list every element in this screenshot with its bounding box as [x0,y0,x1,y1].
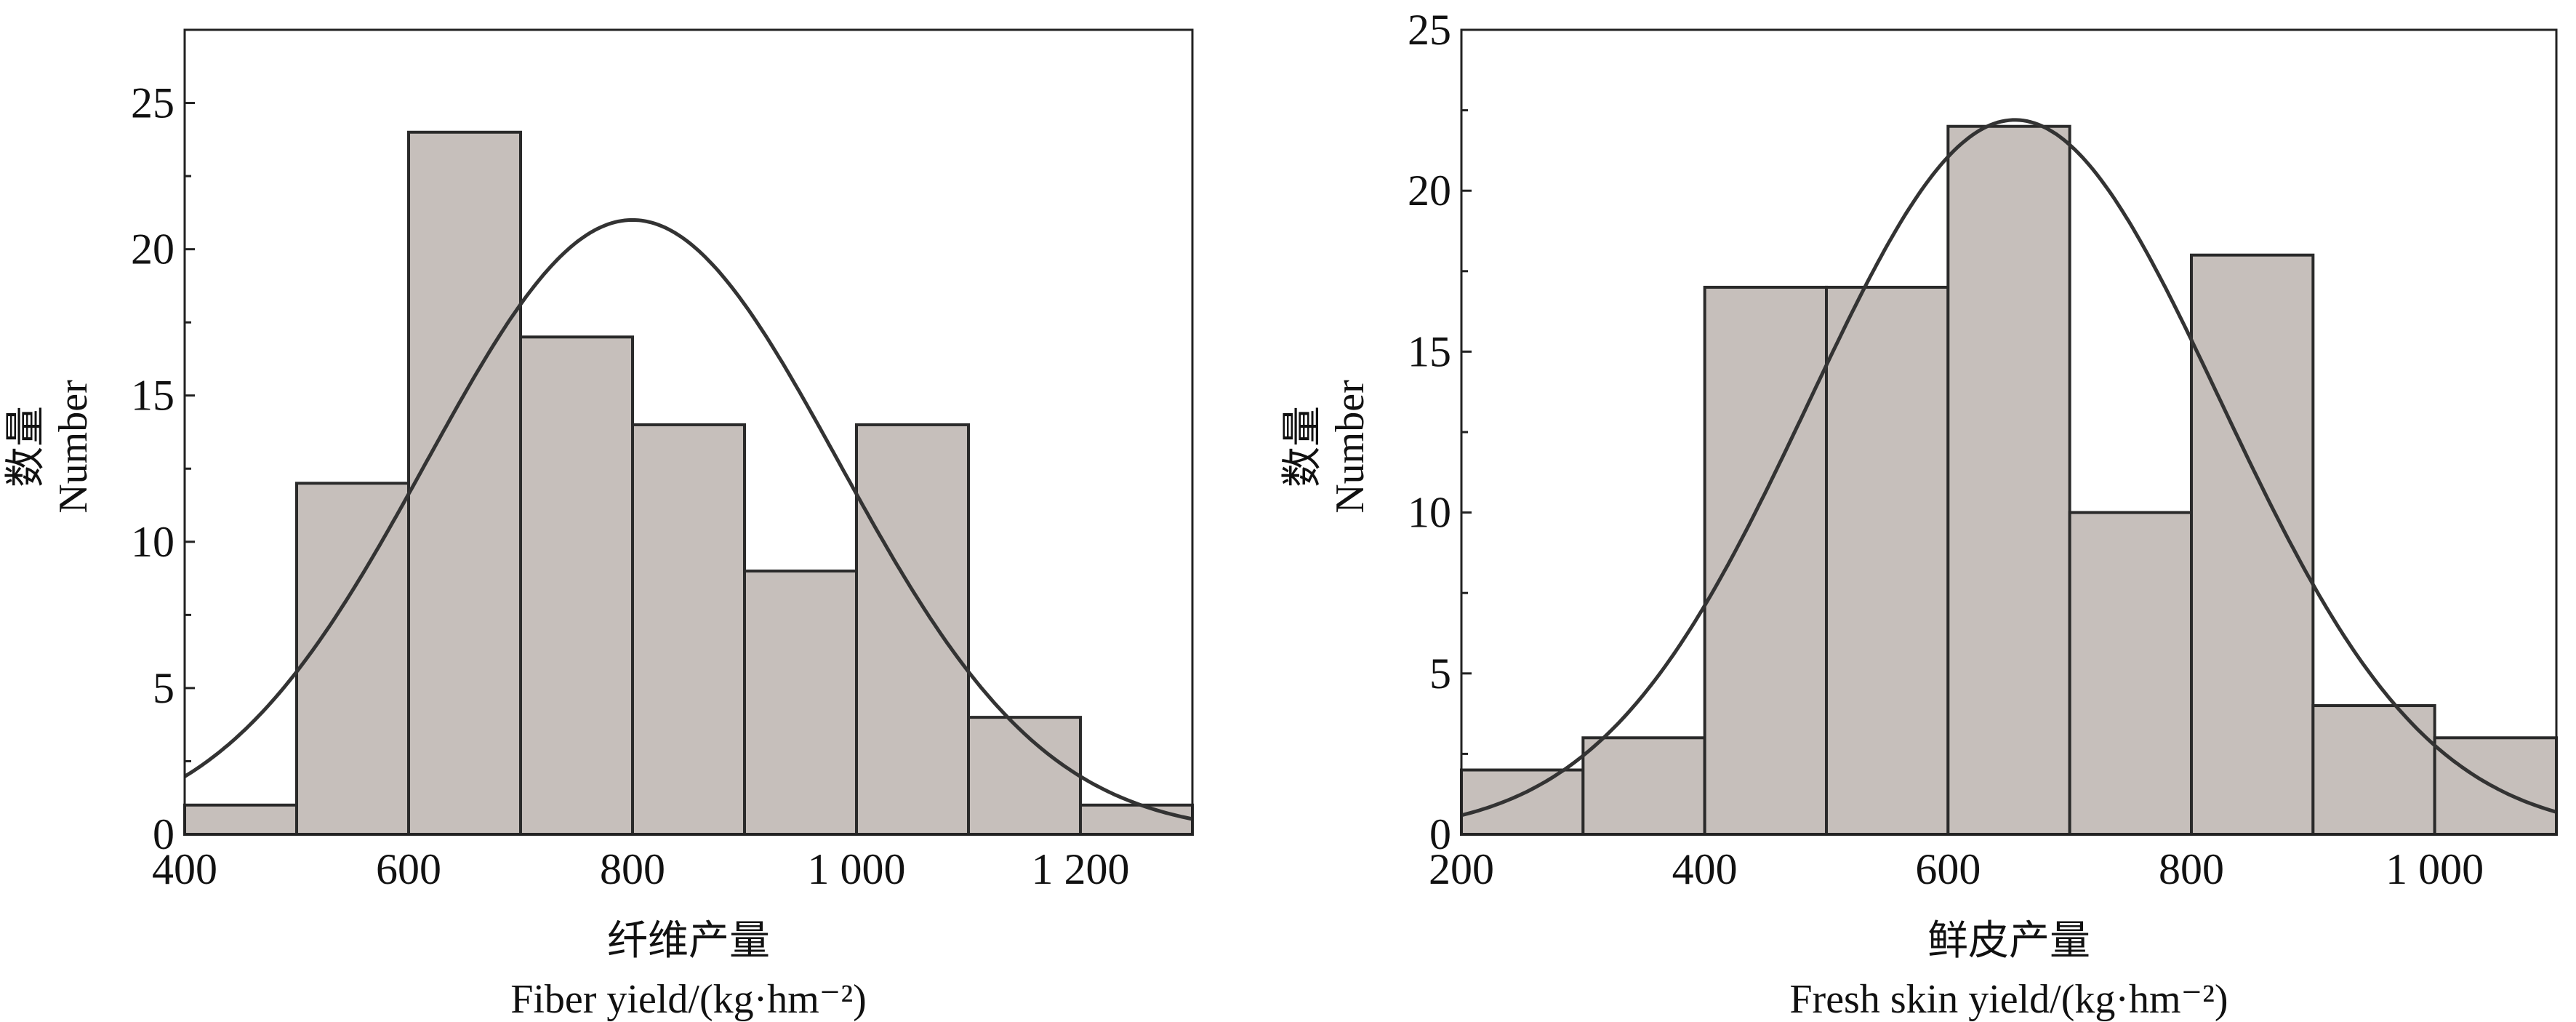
y-tick-label: 15 [131,372,174,420]
x-tick-label: 800 [2159,845,2224,893]
histogram-bar [1703,285,1829,837]
histogram-bar [855,423,970,836]
histogram-bar [967,716,1082,836]
chart-fiber-yield: 0 5 10 15 20 25 400 600 800 1 000 1 200 纤维产量 Fiber y… [4,28,1194,1022]
x-tick-label: 600 [1915,845,1981,893]
y-tick-label: 20 [1408,167,1451,215]
histogram-bar [2311,704,2436,836]
y-axis-label-cn: 数量 [1280,406,1325,487]
x-tick-label: 400 [152,845,217,893]
x-tick-label: 200 [1429,845,1494,893]
histogram-bar [295,482,410,837]
histogram-bar [631,423,746,836]
x-tick-label: 1 000 [2386,845,2484,893]
y-tick-label: 10 [131,518,174,566]
x-axis-label: Fiber yield/(kg·hm⁻²) [510,977,867,1022]
histogram-bar [2068,511,2194,836]
x-axis-label-cn: 纤维产量 [607,919,770,964]
histogram-bar [743,570,858,836]
normal-curve [1461,118,2557,818]
histogram-bar [519,335,634,837]
histogram-bar [1946,124,2071,837]
x-axis-label-cn: 鲜皮产量 [1927,919,2090,964]
y-axis-label: Number [51,380,96,514]
histogram-bar [407,130,522,837]
y-tick-label: 0 [153,810,174,858]
chart-fresh-skin-yield: 0 5 10 15 20 25 200 400 600 800 1 000 鲜皮产量 Fresh ski… [1280,6,2559,1022]
histogram-bar [1825,285,1950,837]
histogram-bar [1581,736,1706,837]
y-tick-label: 0 [1429,810,1451,858]
histogram-bar [1460,768,1585,837]
x-tick-label: 400 [1672,845,1738,893]
y-tick-label: 10 [1408,489,1451,537]
x-tick-label: 800 [600,845,665,893]
histogram-bar [2190,253,2315,836]
y-tick-label: 15 [1408,327,1451,375]
y-tick-label: 25 [1408,6,1451,54]
y-tick-label: 25 [131,79,174,127]
y-axis-label-cn: 数量 [4,406,49,487]
x-tick-label: 1 000 [808,845,906,893]
x-axis-label: Fresh skin yield/(kg·hm⁻²) [1789,977,2228,1022]
y-tick-label: 20 [131,225,174,274]
y-tick-label: 5 [153,664,174,712]
plot-frame [183,28,1194,836]
histogram-bar [1079,803,1194,837]
y-axis-label: Number [1328,380,1373,514]
normal-curve [183,217,1193,821]
x-tick-label: 600 [376,845,441,893]
x-tick-label: 1 200 [1032,845,1130,893]
histogram-bar [183,803,298,837]
y-tick-label: 5 [1429,650,1451,698]
